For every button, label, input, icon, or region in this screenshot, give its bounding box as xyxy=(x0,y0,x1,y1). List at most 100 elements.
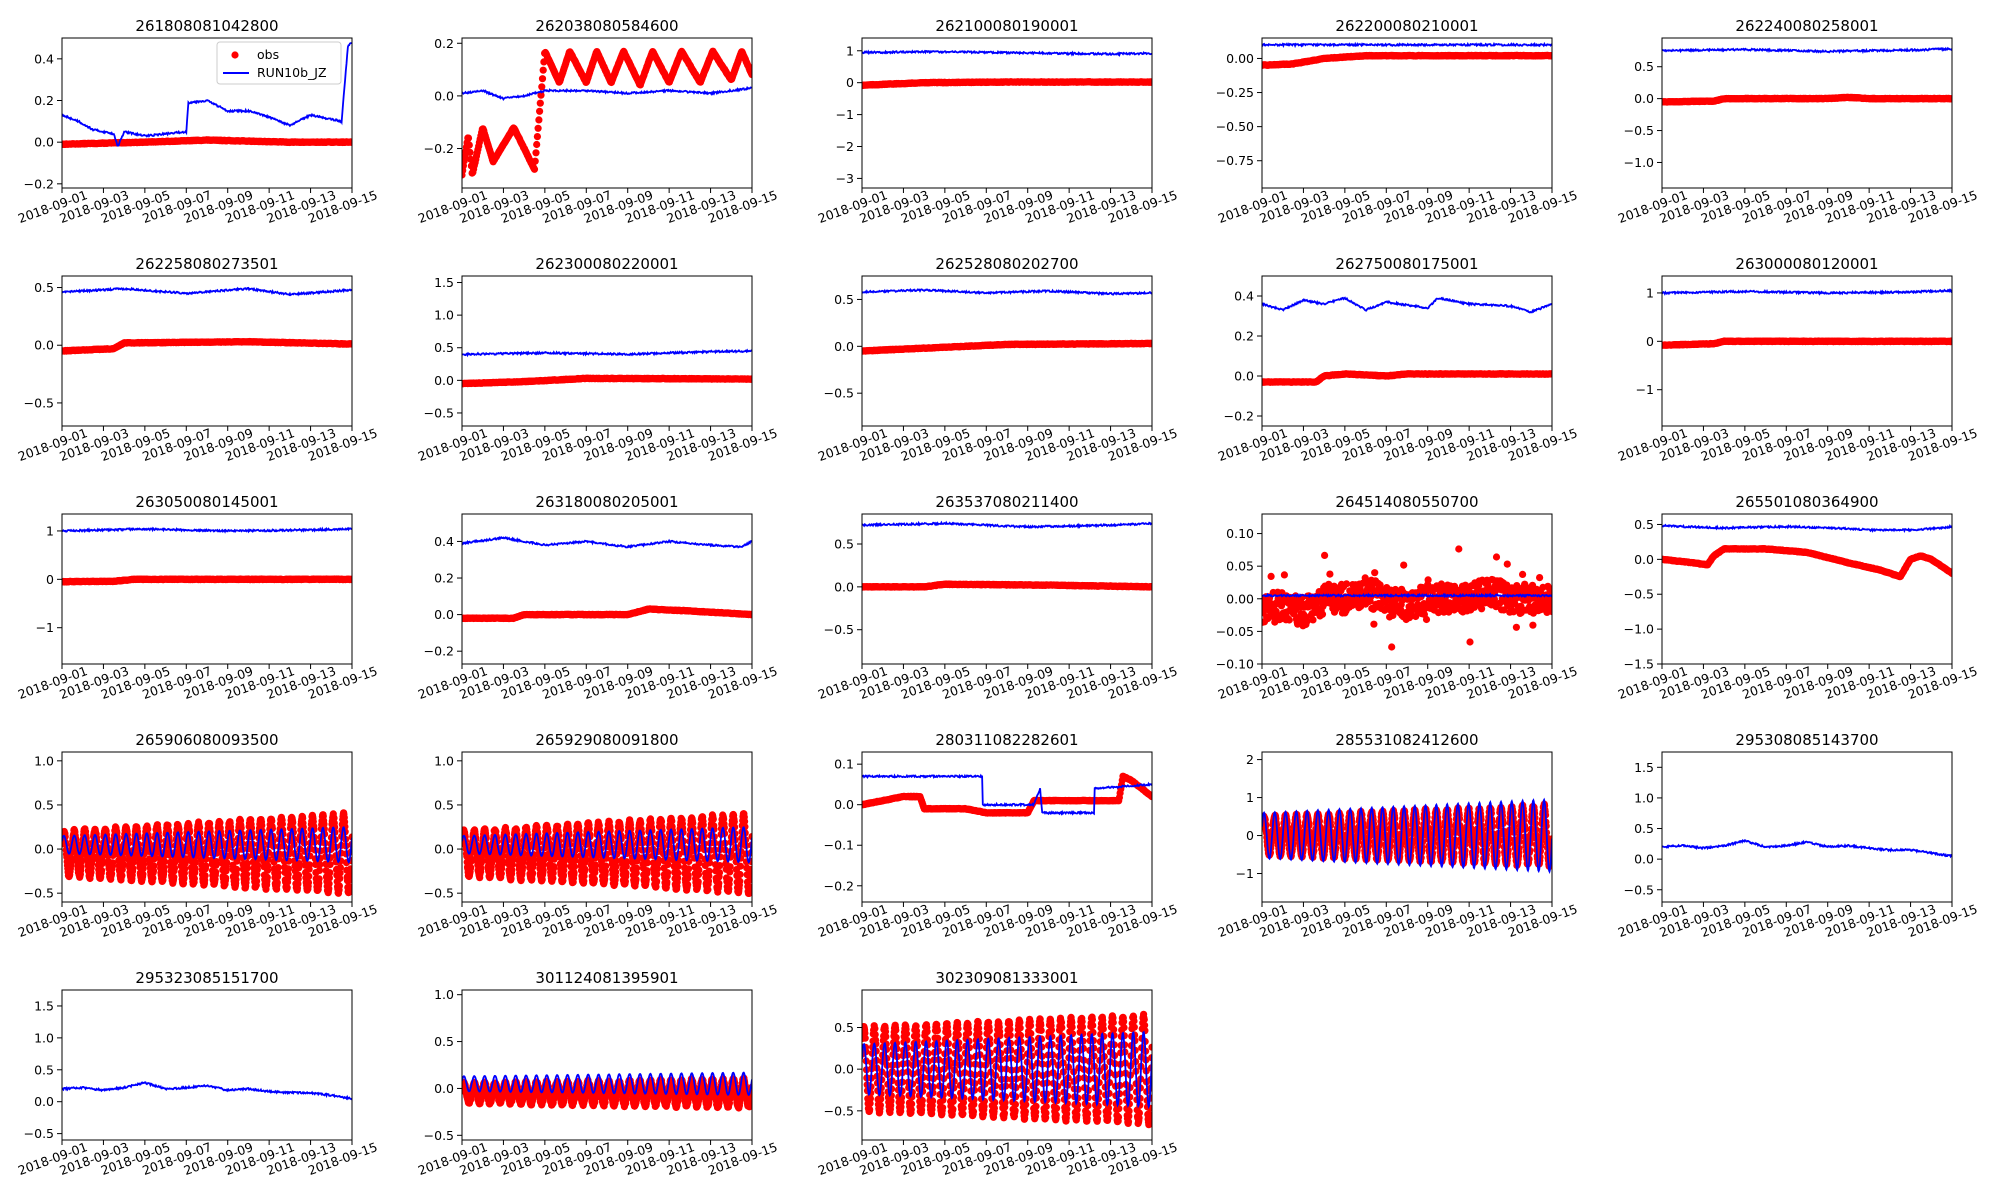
subplot-263000080120001: 263000080120001−1012018-09-012018-09-032… xyxy=(1616,255,1979,464)
obs-series xyxy=(1662,337,1952,349)
plot-area xyxy=(1662,288,1952,349)
legend-model-label: RUN10b_JZ xyxy=(257,65,327,80)
axes-frame xyxy=(861,275,1153,427)
subplot-263180080205001: 263180080205001−0.20.00.20.42018-09-0120… xyxy=(416,493,779,702)
obs-point xyxy=(537,91,545,99)
subplot-262200080210001: 262200080210001−0.75−0.50−0.250.002018-0… xyxy=(1216,17,1580,226)
obs-point xyxy=(748,71,752,79)
y-tick-label: −0.2 xyxy=(1224,409,1254,424)
y-tick-label: −0.5 xyxy=(424,405,454,420)
y-tick-label: 0.0 xyxy=(1634,91,1654,106)
y-tick-label: −1.0 xyxy=(1624,155,1654,170)
y-tick-label: 1 xyxy=(846,43,854,58)
model-line xyxy=(462,348,752,358)
obs-point xyxy=(535,116,543,124)
obs-point xyxy=(348,138,352,146)
model-line xyxy=(1662,288,1952,296)
y-tick-label: 1 xyxy=(46,523,54,538)
y-tick-label: 1 xyxy=(1646,285,1654,300)
axes-frame xyxy=(61,513,353,665)
y-tick-label: −0.50 xyxy=(1216,119,1254,134)
obs-series xyxy=(462,605,752,623)
y-tick-label: 0.2 xyxy=(1234,329,1254,344)
obs-point xyxy=(530,165,539,173)
plot-area xyxy=(862,49,1152,90)
y-tick-label: −0.2 xyxy=(424,141,454,156)
axes-frame xyxy=(1661,37,1953,189)
obs-series xyxy=(1262,370,1552,386)
subplot-262240080258001: 262240080258001−1.0−0.50.00.52018-09-012… xyxy=(1616,17,1979,226)
axes-frame xyxy=(461,275,753,427)
obs-point xyxy=(538,83,546,91)
subplot-262300080220001: 262300080220001−0.50.00.51.01.52018-09-0… xyxy=(416,255,779,464)
y-tick-label: 0.4 xyxy=(34,51,54,66)
obs-point xyxy=(1148,340,1152,348)
subplot-title: 262750080175001 xyxy=(1335,255,1478,273)
obs-point xyxy=(539,66,547,74)
plot-area xyxy=(62,286,352,355)
model-line xyxy=(862,49,1152,58)
plot-area xyxy=(462,47,752,179)
y-tick-label: −0.5 xyxy=(1624,123,1654,138)
plot-area xyxy=(1662,46,1952,106)
model-line xyxy=(862,287,1152,297)
y-tick-label: −1 xyxy=(836,107,854,122)
subplot-262258080273501: 262258080273501−0.50.00.52018-09-012018-… xyxy=(16,255,379,464)
obs-point xyxy=(1148,78,1152,86)
obs-point xyxy=(534,124,542,132)
axes-frame xyxy=(1261,275,1553,427)
subplot-title: 263000080120001 xyxy=(1735,255,1878,273)
obs-point xyxy=(531,157,539,165)
plot-area xyxy=(462,348,752,388)
obs-point xyxy=(532,149,540,157)
model-line xyxy=(62,526,352,534)
axes-frame xyxy=(61,37,353,189)
obs-point xyxy=(533,133,542,141)
obs-point xyxy=(348,340,352,348)
obs-point xyxy=(1548,370,1552,378)
subplot-title: 262240080258001 xyxy=(1735,17,1878,35)
subplot-262750080175001: 262750080175001−0.20.00.20.42018-09-0120… xyxy=(1216,255,1579,464)
obs-series xyxy=(62,337,352,355)
y-tick-label: −1 xyxy=(36,620,54,635)
y-tick-label: 0.5 xyxy=(834,292,854,307)
obs-series xyxy=(62,136,352,148)
legend-obs-label: obs xyxy=(257,47,279,62)
y-tick-label: 0.2 xyxy=(34,93,54,108)
y-tick-label: −0.5 xyxy=(24,395,54,410)
obs-point xyxy=(1548,52,1552,60)
subplot-title: 262258080273501 xyxy=(135,255,278,273)
y-tick-label: 0.4 xyxy=(1234,289,1254,304)
obs-point xyxy=(536,99,544,107)
obs-point xyxy=(1948,338,1952,346)
subplot-261808081042800: 261808081042800−0.20.00.20.42018-09-0120… xyxy=(16,17,379,226)
model-line xyxy=(1262,296,1552,314)
y-tick-label: 0.0 xyxy=(434,373,454,388)
y-tick-label: 0.0 xyxy=(34,135,54,150)
model-line xyxy=(62,42,352,147)
y-tick-label: −1 xyxy=(1636,382,1654,397)
plot-area xyxy=(62,526,352,586)
model-line xyxy=(62,286,352,297)
subplot-title: 262100080190001 xyxy=(935,17,1078,35)
subplot-title: 263050080145001 xyxy=(135,493,278,511)
y-tick-label: −0.2 xyxy=(24,176,54,191)
y-tick-label: 1.0 xyxy=(434,308,454,323)
obs-point xyxy=(465,141,473,149)
axes-frame xyxy=(861,37,1153,189)
y-tick-label: −2 xyxy=(836,139,854,154)
subplot-title: 262528080202700 xyxy=(935,255,1078,273)
y-tick-label: −0.25 xyxy=(1216,85,1254,100)
obs-series xyxy=(1662,93,1952,106)
plot-area xyxy=(1262,296,1552,386)
model-line xyxy=(462,85,752,102)
legend-obs-marker xyxy=(231,51,239,59)
obs-series xyxy=(862,78,1152,90)
axes-frame xyxy=(1261,37,1553,189)
obs-point xyxy=(1948,95,1952,103)
subplot-263050080145001: 263050080145001−1012018-09-012018-09-032… xyxy=(16,493,379,702)
subplot-title: 262300080220001 xyxy=(535,255,678,273)
subplot-title: 262200080210001 xyxy=(1335,17,1478,35)
y-tick-label: 0.2 xyxy=(434,36,454,51)
